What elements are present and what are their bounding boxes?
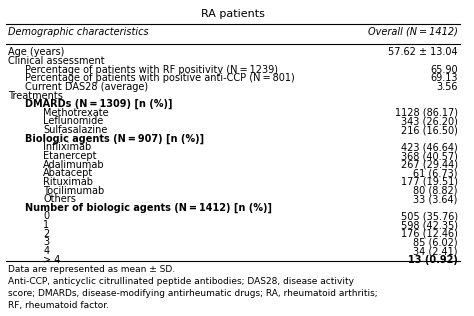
Text: Percentage of patients with RF positivity (N = 1239): Percentage of patients with RF positivit… xyxy=(25,65,278,75)
Text: 61 (6.73): 61 (6.73) xyxy=(413,168,458,178)
Text: 34 (2.41): 34 (2.41) xyxy=(413,246,458,256)
Text: 4: 4 xyxy=(43,246,49,256)
Text: Others: Others xyxy=(43,194,76,204)
Text: Adalimumab: Adalimumab xyxy=(43,160,105,170)
Text: Current DAS28 (average): Current DAS28 (average) xyxy=(25,82,148,92)
Text: Clinical assessment: Clinical assessment xyxy=(9,56,105,66)
Text: 177 (19.51): 177 (19.51) xyxy=(401,177,458,187)
Text: Infliximab: Infliximab xyxy=(43,143,91,152)
Text: 368 (40.57): 368 (40.57) xyxy=(401,151,458,161)
Text: 69.13: 69.13 xyxy=(430,73,458,83)
Text: 3.56: 3.56 xyxy=(437,82,458,92)
Text: Age (years): Age (years) xyxy=(9,47,65,58)
Text: Percentage of patients with positive anti-CCP (N = 801): Percentage of patients with positive ant… xyxy=(25,73,294,83)
Text: 267 (29.44): 267 (29.44) xyxy=(401,160,458,170)
Text: Data are represented as mean ± SD.
Anti-CCP, anticyclic citrullinated peptide an: Data are represented as mean ± SD. Anti-… xyxy=(9,265,378,310)
Text: Biologic agents (N = 907) [n (%)]: Biologic agents (N = 907) [n (%)] xyxy=(25,134,204,144)
Text: Rituximab: Rituximab xyxy=(43,177,93,187)
Text: 0: 0 xyxy=(43,211,49,222)
Text: Treatments: Treatments xyxy=(9,91,63,100)
Text: Number of biologic agents (N = 1412) [n (%)]: Number of biologic agents (N = 1412) [n … xyxy=(25,203,272,213)
Text: 1128 (86.17): 1128 (86.17) xyxy=(395,108,458,118)
Text: 505 (35.76): 505 (35.76) xyxy=(401,211,458,222)
Text: 598 (42.35): 598 (42.35) xyxy=(401,220,458,230)
Text: 1: 1 xyxy=(43,220,49,230)
Text: > 4: > 4 xyxy=(43,255,61,265)
Text: 13 (0.92): 13 (0.92) xyxy=(408,255,458,265)
Text: Methotrexate: Methotrexate xyxy=(43,108,109,118)
Text: Tocilimumab: Tocilimumab xyxy=(43,185,104,196)
Text: 85 (6.02): 85 (6.02) xyxy=(413,237,458,247)
Text: 216 (16.50): 216 (16.50) xyxy=(401,125,458,135)
Text: Etanercept: Etanercept xyxy=(43,151,97,161)
Text: Leflunomide: Leflunomide xyxy=(43,117,103,126)
Text: Overall (N = 1412): Overall (N = 1412) xyxy=(368,27,458,37)
Text: 3: 3 xyxy=(43,237,49,247)
Text: Demographic characteristics: Demographic characteristics xyxy=(9,27,149,37)
Text: RA patients: RA patients xyxy=(201,9,265,19)
Text: 80 (8.82): 80 (8.82) xyxy=(413,185,458,196)
Text: Abatacept: Abatacept xyxy=(43,168,93,178)
Text: 176 (12.46): 176 (12.46) xyxy=(401,229,458,239)
Text: 2: 2 xyxy=(43,229,49,239)
Text: 423 (46.64): 423 (46.64) xyxy=(401,143,458,152)
Text: 57.62 ± 13.04: 57.62 ± 13.04 xyxy=(388,47,458,58)
Text: 65.90: 65.90 xyxy=(430,65,458,75)
Text: 343 (26.20): 343 (26.20) xyxy=(401,117,458,126)
Text: 33 (3.64): 33 (3.64) xyxy=(413,194,458,204)
Text: DMARDs (N = 1309) [n (%)]: DMARDs (N = 1309) [n (%)] xyxy=(25,99,172,109)
Text: Sulfasalazine: Sulfasalazine xyxy=(43,125,108,135)
